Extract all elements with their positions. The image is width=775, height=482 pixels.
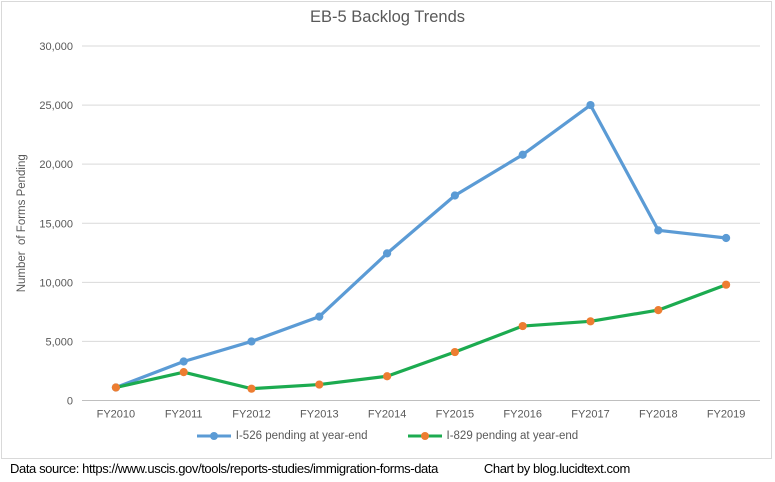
legend-label-i829: I-829 pending at year-end [446,430,579,442]
data-source-text: Data source: https://www.uscis.gov/tools… [10,461,438,476]
data-point [586,100,595,110]
data-point [722,233,731,243]
data-point [111,383,120,392]
legend-glyph-i829-line-marker-icon [407,432,442,440]
data-point [315,312,324,321]
x-tick-label: FY2010 [97,409,136,421]
data-point [722,280,731,289]
chart-title: EB-5 Backlog Trends [310,8,465,26]
x-tick-label: FY2014 [368,409,407,421]
series-line-1 [114,283,728,391]
x-tick-label: FY2018 [639,409,678,421]
x-tick-label: FY2015 [436,409,475,421]
x-tick-label: FY2013 [300,409,339,421]
legend-item-i526: I-526 pending at year-end [196,430,368,442]
series-line-0 [114,103,728,390]
data-point [450,191,459,200]
data-point [654,226,663,235]
data-point [518,321,527,331]
data-point [247,384,256,393]
y-tick-label: 5,000 [45,336,73,348]
y-tick-label: 30,000 [39,41,73,53]
data-point [383,372,392,381]
plot-area: 0 5,000 10,000 15,000 20,000 25,000 30,000 FY20… [16,41,760,421]
data-point [518,150,527,159]
legend-item-i829: I-829 pending at year-end [407,430,579,442]
y-axis-title: Number of Forms Pending [16,154,28,292]
data-point [383,249,392,258]
footer-caption: Data source: https://www.uscis.gov/tools… [10,461,770,476]
y-tick-label: 10,000 [39,277,73,289]
y-tick-label: 20,000 [39,159,73,171]
credit-text: Chart by blog.lucidtext.com [483,461,630,476]
x-tick-label: FY2011 [165,409,203,421]
x-tick-label: FY2016 [503,409,542,421]
y-tick-label: 25,000 [39,100,73,112]
y-tick-label: 0 [67,396,73,408]
y-tick-label: 15,000 [39,218,73,230]
x-tick-label: FY2017 [571,409,610,421]
data-point [179,368,188,377]
legend-glyph-i526-line-marker-icon [196,432,231,440]
legend-label-i526: I-526 pending at year-end [235,430,368,442]
x-tick-label: FY2019 [707,409,746,421]
legend: I-526 pending at year-end I-829 pending … [0,430,775,442]
data-point [179,357,188,366]
data-point [247,337,256,346]
data-point [450,347,459,357]
x-tick-label: FY2012 [232,409,271,421]
data-point [654,306,663,315]
data-point [586,317,595,326]
data-point [315,380,324,389]
